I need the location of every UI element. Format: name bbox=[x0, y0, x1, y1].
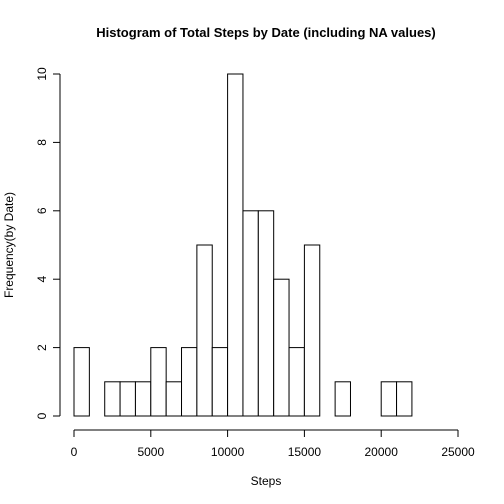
y-axis-label: Frequency(by Date) bbox=[2, 192, 16, 298]
bar-bin-3 bbox=[119, 381, 136, 417]
bar-bin-12 bbox=[257, 210, 275, 417]
x-tick-label-2: 10000 bbox=[211, 445, 245, 459]
bar-bin-4 bbox=[134, 381, 152, 417]
bar-bin-20 bbox=[380, 381, 398, 417]
x-tick-label-0: 0 bbox=[71, 445, 78, 459]
chart-title: Histogram of Total Steps by Date (includ… bbox=[96, 25, 436, 40]
bar-bin-10 bbox=[227, 73, 244, 417]
y-axis: 0 2 4 6 8 10 bbox=[35, 67, 61, 419]
bar-bin-2 bbox=[104, 381, 121, 417]
bar-bin-9 bbox=[211, 347, 229, 417]
y-tick-label-1: 2 bbox=[35, 344, 49, 351]
bar-bin-5 bbox=[150, 347, 167, 417]
bar-bin-0 bbox=[73, 347, 90, 417]
bar-bin-13 bbox=[273, 278, 290, 417]
bar-bin-15 bbox=[303, 244, 321, 417]
y-tick-label-2: 4 bbox=[35, 276, 49, 283]
bar-bin-7 bbox=[181, 347, 198, 417]
x-axis: 0 5000 10000 15000 20000 25000 bbox=[71, 429, 475, 459]
x-tick-label-5: 25000 bbox=[441, 445, 475, 459]
y-tick-label-4: 8 bbox=[35, 139, 49, 146]
y-tick-label-5: 10 bbox=[35, 67, 49, 81]
bar-bin-8 bbox=[196, 244, 213, 417]
bar-bin-21 bbox=[396, 381, 413, 417]
y-tick-label-3: 6 bbox=[35, 207, 49, 214]
x-tick-label-4: 20000 bbox=[365, 445, 399, 459]
x-axis-label: Steps bbox=[251, 474, 282, 488]
histogram-bars bbox=[73, 73, 413, 417]
x-tick-label-1: 5000 bbox=[137, 445, 164, 459]
bar-bin-17 bbox=[334, 381, 351, 417]
bar-bin-11 bbox=[242, 210, 259, 417]
bar-bin-6 bbox=[165, 381, 183, 417]
bar-bin-14 bbox=[288, 347, 305, 417]
x-tick-label-3: 15000 bbox=[288, 445, 322, 459]
y-tick-label-0: 0 bbox=[35, 412, 49, 419]
